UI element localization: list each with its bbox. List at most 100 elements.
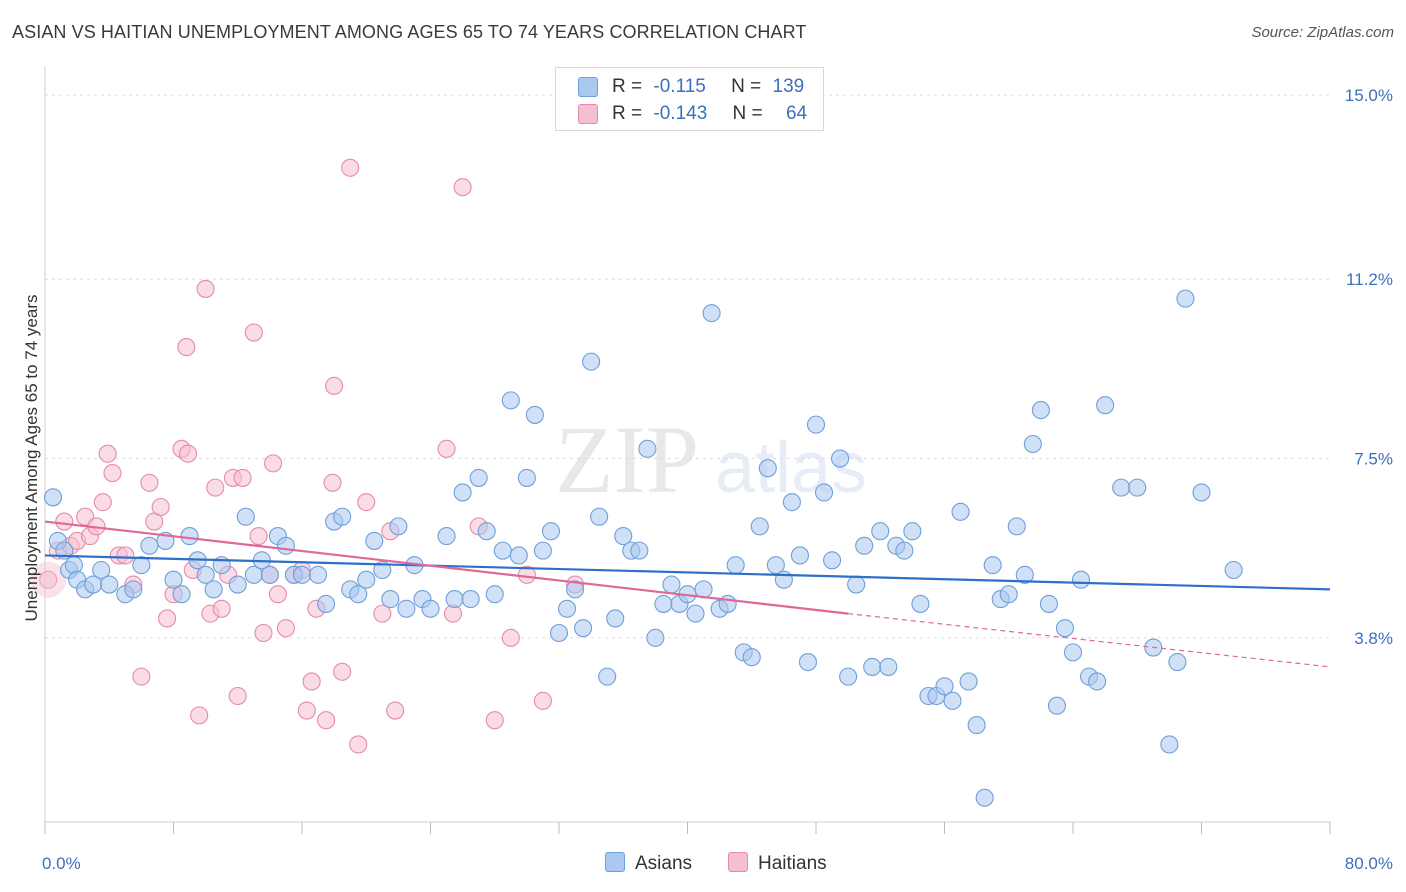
asian-point (236, 507, 255, 526)
asian-trendline (44, 554, 1331, 591)
asian-point (847, 575, 866, 594)
asian-point (839, 667, 858, 686)
asian-point (638, 439, 657, 458)
haitian-point (386, 701, 405, 720)
haitian-trendline (44, 520, 849, 615)
haitian-point (98, 444, 117, 463)
haitian-point-large (30, 561, 67, 598)
asian-n-value: 139 (772, 76, 805, 97)
asian-point (445, 590, 464, 609)
haitian-swatch (578, 104, 598, 124)
asian-point (164, 570, 183, 589)
asian-point (606, 609, 625, 628)
asian-r-label: R = (612, 76, 643, 97)
y-axis-label: Unemployment Among Ages 65 to 74 years (22, 295, 41, 622)
asian-point (750, 517, 769, 536)
asian-r-value: -0.115 (653, 76, 706, 97)
asian-point (566, 580, 585, 599)
haitian-point (228, 686, 247, 706)
asian-point (485, 585, 504, 604)
asian-point (549, 623, 569, 643)
asian-point (276, 536, 295, 555)
haitian-point (212, 599, 231, 618)
haitian-r-label: R = (612, 103, 643, 124)
haitian-n-value: 64 (785, 103, 808, 124)
asian-point (357, 570, 376, 589)
asian-point (1160, 735, 1179, 754)
haitian-point (116, 546, 135, 565)
bottom-legend-asians: Asians (605, 852, 692, 876)
asian-point (557, 599, 577, 618)
asian-point (1176, 289, 1195, 308)
asian-point (1192, 483, 1211, 502)
haitian-point (333, 662, 352, 681)
asian-point (903, 522, 922, 541)
asian-point (365, 531, 384, 550)
asian-point (1071, 570, 1091, 589)
asian-point (654, 594, 673, 613)
haitian-point (55, 512, 74, 531)
asian-point (260, 565, 279, 584)
correlation-legend: R = -0.115 N = 139 R = -0.143 N = 64 (555, 67, 824, 131)
asian-point (204, 580, 223, 599)
asian-point (469, 468, 488, 487)
asian-point (911, 594, 930, 613)
asian-point (421, 599, 440, 618)
asian-point (742, 648, 761, 667)
asian-point (574, 619, 593, 638)
asian-point (381, 590, 400, 609)
haitian-points (30, 158, 585, 754)
x-tick-label: 0.0% (42, 854, 81, 873)
asian-points (43, 289, 1243, 807)
y-tick-label: 11.2% (1346, 270, 1393, 289)
asian-point (333, 507, 352, 526)
asian-point (541, 522, 561, 541)
asian-point (871, 522, 890, 541)
haitian-point (317, 711, 336, 730)
haitian-point (196, 279, 215, 298)
asian-point (172, 585, 191, 604)
asian-point (766, 556, 785, 575)
asian-point (646, 628, 665, 647)
haitian-point (158, 609, 177, 628)
asian-point (461, 590, 480, 609)
haitian-point (190, 706, 209, 725)
asian-n-label: N = (731, 76, 762, 97)
asian-point (477, 522, 496, 541)
asian-point (437, 527, 456, 546)
asian-point (1007, 517, 1026, 536)
asian-point (959, 672, 978, 691)
asian-point (1088, 672, 1107, 691)
chart-source: Source: ZipAtlas.com (1251, 24, 1394, 41)
haitian-point (39, 570, 58, 589)
haitian-point (297, 701, 316, 720)
asian-point (831, 449, 850, 468)
asian-point (1168, 653, 1187, 672)
asian-point (493, 541, 512, 560)
asian-point (1112, 478, 1131, 497)
asian-point (999, 585, 1018, 604)
asian-point (501, 391, 520, 410)
asian-point (397, 599, 416, 618)
asian-point (806, 415, 826, 434)
trendlines (44, 520, 1331, 668)
asian-point (517, 468, 536, 487)
asian-point (726, 556, 745, 575)
asian-point (140, 536, 159, 555)
haitian-point (93, 493, 112, 512)
bottom-asian-label: Asians (635, 853, 693, 874)
haitian-point (244, 323, 263, 342)
asian-point (967, 716, 986, 735)
asian-point (814, 483, 834, 502)
asian-point (453, 483, 472, 502)
asian-point (317, 594, 336, 613)
asian-point (790, 546, 809, 565)
asian-point (718, 594, 737, 613)
asian-point (43, 488, 63, 507)
haitian-point (357, 493, 376, 512)
y-tick-label: 3.8% (1354, 629, 1393, 648)
haitian-point (501, 628, 520, 647)
asian-point (590, 507, 609, 526)
haitian-point (373, 604, 392, 623)
haitian-point (233, 468, 252, 487)
